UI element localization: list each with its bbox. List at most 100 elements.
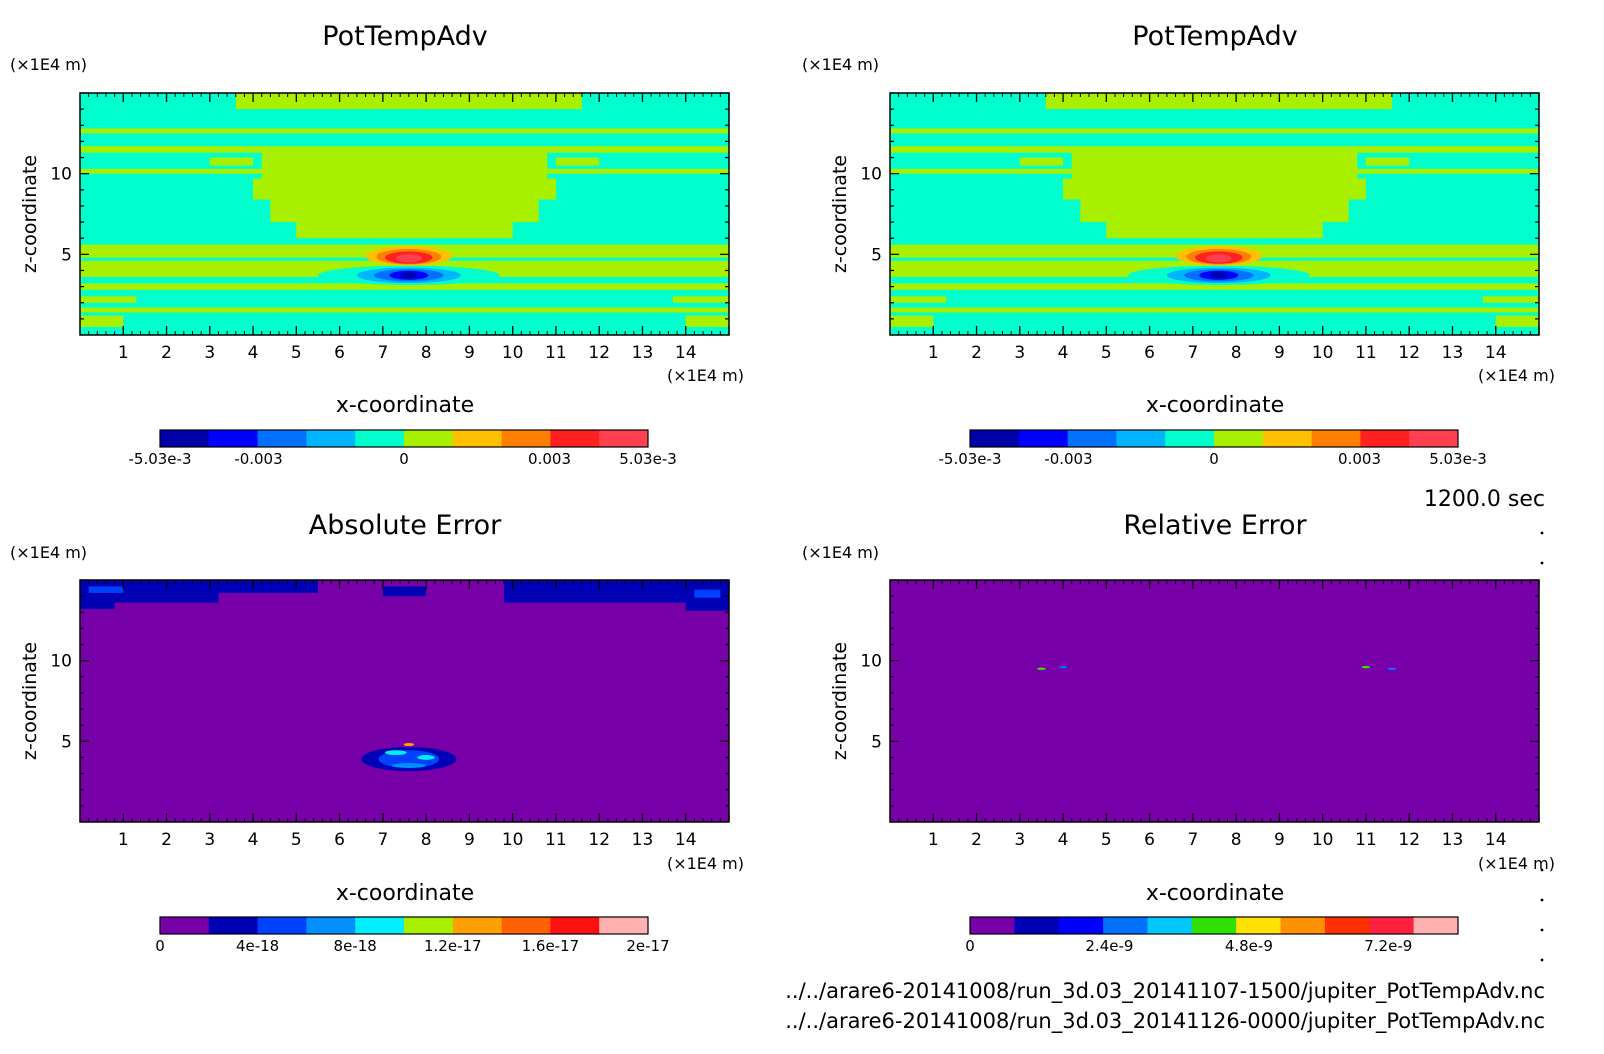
y-tick-label: 10 [860,165,882,185]
x-tick-label: 11 [545,830,567,850]
colorbar-tick-label: 5.03e-3 [619,450,677,468]
colorbar-tick-label: 0.003 [1338,450,1381,468]
colorbar-frame [969,429,1459,448]
y-ticks: 5 10 [860,92,1539,320]
error-region [685,602,729,611]
colorbar-bin [1014,917,1060,934]
colorbar-tick-label: 2.4e-9 [1085,937,1133,955]
x-ticks: 1 2 3 4 5 6 7 8 9 10 11 12 13 14 [898,93,1540,363]
error-region [218,580,318,593]
error-spot [403,742,415,747]
x-tick-label: 5 [1101,830,1112,850]
contour-band [672,296,729,303]
colorbar-bin [1018,430,1069,447]
file-path-2: ../../arare6-20141008/run_3d.03_20141126… [785,1009,1545,1034]
contour-band [1019,157,1064,166]
y-tick-label: 10 [50,165,72,185]
x-tick-label: 12 [588,343,610,363]
colorbar-bin [550,917,600,934]
colorbar-bin [550,430,600,447]
contour-region [1063,178,1366,200]
z-unit-label: (×1E4 m) [10,543,87,562]
colorbar-bin [1236,917,1282,934]
colorbar-bin [404,917,454,934]
contour-region [1045,93,1392,110]
x-tick-label: 9 [1274,830,1285,850]
color-field [80,93,729,335]
colorbar-bin [1280,917,1326,934]
colorbar-bin [1214,430,1264,447]
y-axis-label: z-coordinate [829,155,851,273]
colorbar: 0 4e-18 8e-18 1.2e-17 1.6e-17 2e-17 [155,916,670,955]
x-tick-label: 9 [464,830,475,850]
contour-pos-4 [1205,254,1232,263]
x-tick-label: 13 [632,343,654,363]
plot-frame [889,92,1540,336]
colorbar-bin [160,430,210,447]
colorbar-tick-label: 8e-18 [334,937,377,955]
contour-band [80,307,729,313]
colorbar-tick-label: 4e-18 [236,937,279,955]
panel-pottempadv-left: PotTempAdv (×1E4 m) 1 2 3 4 5 6 7 8 9 10 11 12 13 14 … [10,21,744,468]
colorbar-bin [1067,430,1117,447]
x-tick-label: 6 [1144,830,1155,850]
y-axis-label: z-coordinate [829,642,851,760]
color-field [890,93,1539,335]
y-ticks: 5 10 [50,92,729,320]
file-path-1: ../../arare6-20141008/run_3d.03_20141107… [785,979,1545,1004]
x-tick-label: 14 [1485,343,1507,363]
x-tick-label: 8 [1231,343,1242,363]
side-dots [1540,531,1544,962]
colorbar-bin [452,917,503,934]
x-tick-label: 10 [502,830,524,850]
x-tick-label: 4 [1058,830,1069,850]
contour-band [1365,157,1410,166]
x-tick-label: 6 [1144,343,1155,363]
plot-frame [79,579,730,823]
x-tick-label: 7 [1187,830,1198,850]
z-unit-label: (×1E4 m) [802,55,879,74]
error-region [504,580,729,603]
contour-band [890,307,1539,313]
colorbar-bin [452,430,503,447]
contour-band [80,168,729,174]
contour-neg-4 [400,272,418,279]
x-tick-label: 1 [118,343,129,363]
x-tick-label: 1 [928,343,939,363]
x-tick-label: 4 [248,343,259,363]
x-tick-label: 4 [1058,343,1069,363]
x-axis-label: x-coordinate [1146,393,1284,418]
error-spot [1387,667,1397,671]
y-tick-label: 10 [50,652,72,672]
z-unit-label: (×1E4 m) [802,543,879,562]
contour-band [890,146,1539,153]
x-tick-label: 7 [377,830,388,850]
contour-region [235,93,582,110]
y-tick-label: 10 [860,652,882,672]
x-tick-label: 10 [1312,830,1334,850]
colorbar-bin [1165,430,1215,447]
x-tick-label: 14 [1485,830,1507,850]
colorbar-frame [969,916,1459,935]
x-tick-label: 13 [1442,830,1464,850]
contour-band [555,157,600,166]
colorbar-frame [159,916,649,935]
x-tick-label: 10 [1312,343,1334,363]
colorbar-tick-label: 0 [155,937,165,955]
y-ticks: 5 10 [860,579,1539,807]
x-tick-label: 14 [675,830,697,850]
colorbar-bin [306,430,356,447]
contour-region [296,222,513,239]
time-label: 1200.0 sec [1424,487,1545,512]
field-background [890,580,1539,822]
x-tick-label: 6 [334,830,345,850]
error-spot [417,755,435,760]
x-tick-label: 5 [291,830,302,850]
colorbar-tick-label: 0 [965,937,975,955]
panel-title: PotTempAdv [1132,21,1298,52]
colorbar-bin [160,917,210,934]
colorbar-tick-label: -0.003 [234,450,282,468]
contour-region [270,199,539,223]
color-field [890,580,1539,822]
panel-absolute-error: Absolute Error (×1E4 m) 1 2 3 4 5 6 7 8 9 10 11 12 1… [10,510,744,955]
